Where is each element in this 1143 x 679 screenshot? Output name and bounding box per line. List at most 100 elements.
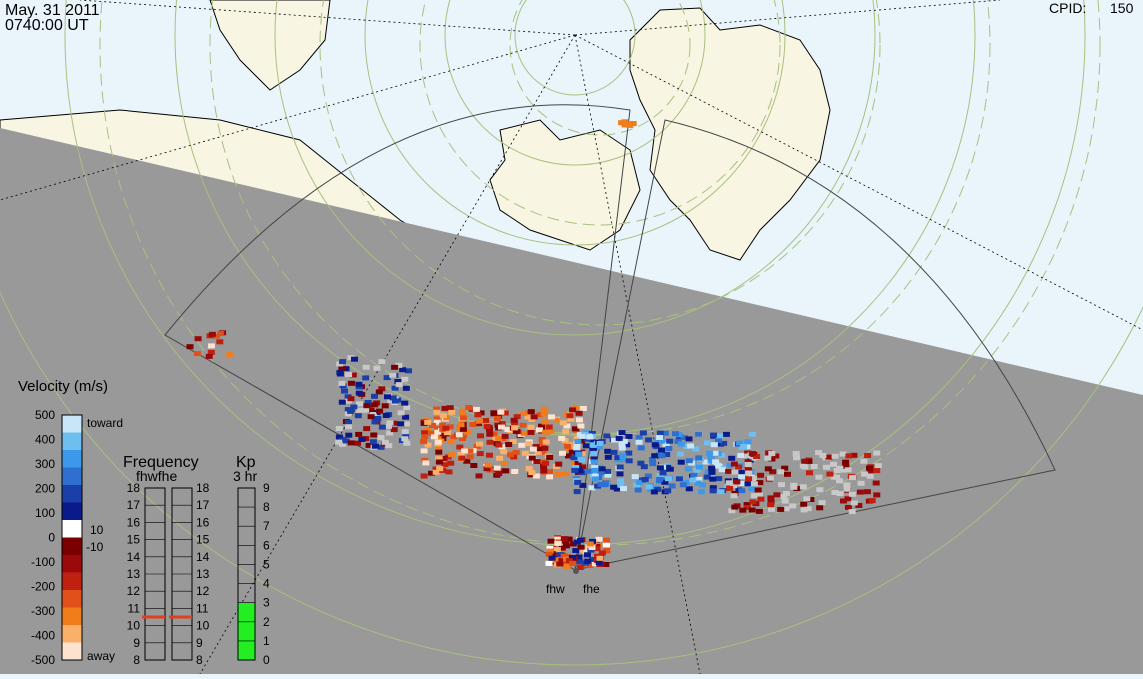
velocity-echo-cell [578, 433, 586, 439]
lat-circle-4 [274, 0, 876, 336]
velocity-echo-cell [347, 408, 355, 414]
velocity-echo-cell [439, 413, 447, 419]
velocity-echo-cell [873, 450, 881, 456]
velocity-echo-cell [371, 402, 379, 408]
velocity-echo-cell [395, 362, 403, 368]
velocity-echo-cell [693, 467, 701, 473]
velocity-echo-cell [866, 473, 874, 479]
velocity-echo-cell [780, 494, 788, 499]
velocity-echo-cell [540, 463, 547, 469]
velocity-echo-cell [565, 558, 573, 564]
velocity-echo-cell [588, 545, 596, 550]
velocity-echo-cell [504, 427, 512, 432]
velocity-echo-cell [603, 548, 611, 554]
velocity-echo-cell [772, 453, 780, 459]
velocity-echo-cell [619, 452, 627, 458]
velocity-echo-cell [547, 428, 555, 434]
velocity-echo-cell [750, 481, 758, 487]
velocity-echo-cell [459, 436, 466, 441]
velocity-echo-cell [402, 421, 410, 427]
velocity-echo-cell [650, 489, 658, 495]
velocity-echo-cell [595, 444, 603, 450]
velocity-echo-cell [850, 500, 858, 506]
velocity-echo-cell [562, 543, 570, 549]
velocity-echo-cell [510, 417, 518, 423]
velocity-echo-cell [420, 439, 427, 445]
cpid-value: 150 [1110, 0, 1134, 16]
frequency-tick-left: 14 [127, 550, 141, 564]
velocity-color-swatch [62, 607, 82, 626]
velocity-echo-cell [554, 471, 562, 477]
velocity-echo-cell [542, 460, 550, 466]
velocity-echo-cell [640, 464, 648, 470]
velocity-echo-cell [498, 424, 505, 430]
velocity-color-swatch [62, 520, 82, 538]
velocity-echo-cell [500, 449, 508, 455]
velocity-echo-cell [663, 452, 671, 457]
velocity-echo-cell [541, 419, 549, 425]
velocity-echo-cell [536, 427, 543, 433]
velocity-echo-cell [590, 456, 598, 462]
velocity-echo-cell [579, 406, 587, 411]
velocity-echo-cell [744, 459, 752, 465]
velocity-tick-label: 300 [35, 457, 55, 471]
velocity-tick-label: -400 [31, 629, 55, 643]
velocity-ticks: 500 400 300 200 100 0 -100 -200 -300 -400 -500 [31, 408, 55, 667]
velocity-echo-cell [769, 469, 777, 475]
velocity-echo-cell [591, 465, 599, 471]
velocity-tick-label: -300 [31, 604, 55, 618]
frequency-tick-left: 17 [127, 498, 141, 512]
velocity-tick-label: 200 [35, 482, 55, 496]
velocity-echo-cell [778, 482, 785, 488]
velocity-echo-cell [350, 404, 358, 410]
velocity-echo-cell [644, 473, 652, 479]
velocity-echo-cell [560, 536, 568, 542]
velocity-echo-cell [611, 437, 618, 443]
velocity-echo-cell [432, 466, 440, 472]
frequency-tick-right: 18 [196, 481, 210, 495]
kp-tick-label: 7 [263, 519, 270, 533]
velocity-echo-cell [389, 372, 397, 378]
velocity-echo-cell [689, 477, 697, 483]
arctic-islands [489, 119, 641, 251]
velocity-echo-cell [527, 424, 535, 430]
velocity-echo-cell [843, 486, 851, 492]
velocity-echo-cell [614, 455, 622, 461]
velocity-echo-cell [749, 499, 757, 505]
velocity-echo-cell [336, 370, 344, 376]
velocity-echo-cell [707, 454, 715, 460]
velocity-echo-cell [730, 461, 738, 467]
velocity-echo-cell [432, 469, 440, 475]
velocity-echo-cell [777, 506, 785, 512]
velocity-echo-cell [509, 439, 517, 445]
velocity-echo-cell [575, 554, 583, 560]
velocity-echo-cell [375, 389, 383, 395]
velocity-echo-cell [524, 414, 532, 420]
velocity-echo-cell [567, 416, 575, 422]
velocity-echo-cell [395, 382, 403, 388]
velocity-echo-cell [548, 414, 555, 420]
velocity-echo-cell [542, 439, 550, 445]
kp-tick-label: 8 [263, 500, 270, 514]
velocity-echo-cell [558, 435, 566, 441]
velocity-echo-cell [434, 426, 442, 432]
frequency-tick-left: 13 [127, 567, 141, 581]
velocity-echo-cell [664, 488, 672, 494]
velocity-echo-cell [502, 468, 510, 474]
cpid-label: CPID: [1049, 0, 1086, 16]
velocity-echo-cell [546, 454, 554, 460]
velocity-echo-cell [753, 454, 761, 459]
velocity-echo-cell [421, 430, 429, 436]
velocity-echo-cell [563, 563, 571, 569]
velocity-echo-cell [773, 492, 781, 498]
velocity-echo-cell [604, 448, 612, 454]
velocity-color-swatch [62, 502, 82, 521]
velocity-echo-cell [874, 463, 882, 469]
velocity-echo-cell [367, 407, 375, 413]
meridian-5 [574, 0, 1001, 36]
lat-circle-1 [514, 0, 636, 96]
station-label-fhe: fhe [583, 582, 600, 596]
velocity-echo-cell [690, 472, 698, 478]
frequency-subtitle: fhwfhe [136, 468, 177, 484]
